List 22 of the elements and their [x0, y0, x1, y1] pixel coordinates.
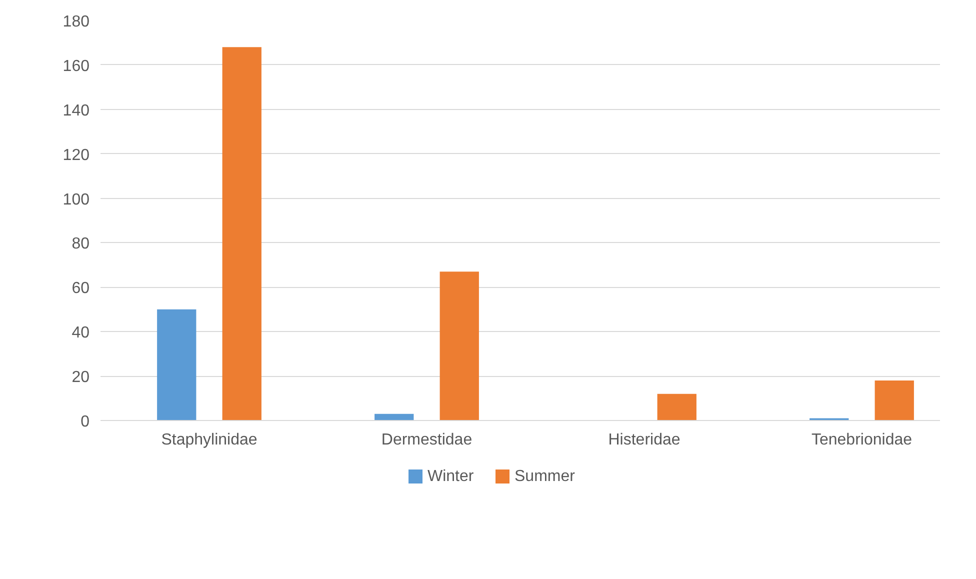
y-tick-label: 40	[72, 324, 90, 342]
x-tick-label: Histeridae	[608, 432, 680, 448]
bar	[874, 380, 914, 420]
y-tick-label: 20	[72, 369, 90, 386]
bar	[157, 309, 196, 420]
y-tick-label: 180	[62, 14, 90, 30]
x-tick-label: Dermestidae	[381, 432, 472, 448]
legend-label: Winter	[428, 468, 474, 485]
y-tick-label: 100	[62, 191, 90, 208]
x-tick-label: Tenebrionidae	[811, 432, 912, 448]
y-tick-label: 120	[62, 146, 90, 164]
x-tick-label: Staphylinidae	[161, 432, 258, 448]
bar	[374, 414, 414, 420]
legend-label: Summer	[514, 468, 576, 485]
bar	[440, 272, 479, 420]
y-tick-label: 60	[72, 280, 90, 298]
y-tick-label: 140	[62, 102, 90, 120]
y-tick-label: 80	[72, 236, 90, 253]
bar	[222, 47, 262, 420]
y-tick-label: 0	[80, 414, 90, 430]
bar	[657, 394, 696, 420]
y-tick-label: 160	[62, 58, 90, 75]
